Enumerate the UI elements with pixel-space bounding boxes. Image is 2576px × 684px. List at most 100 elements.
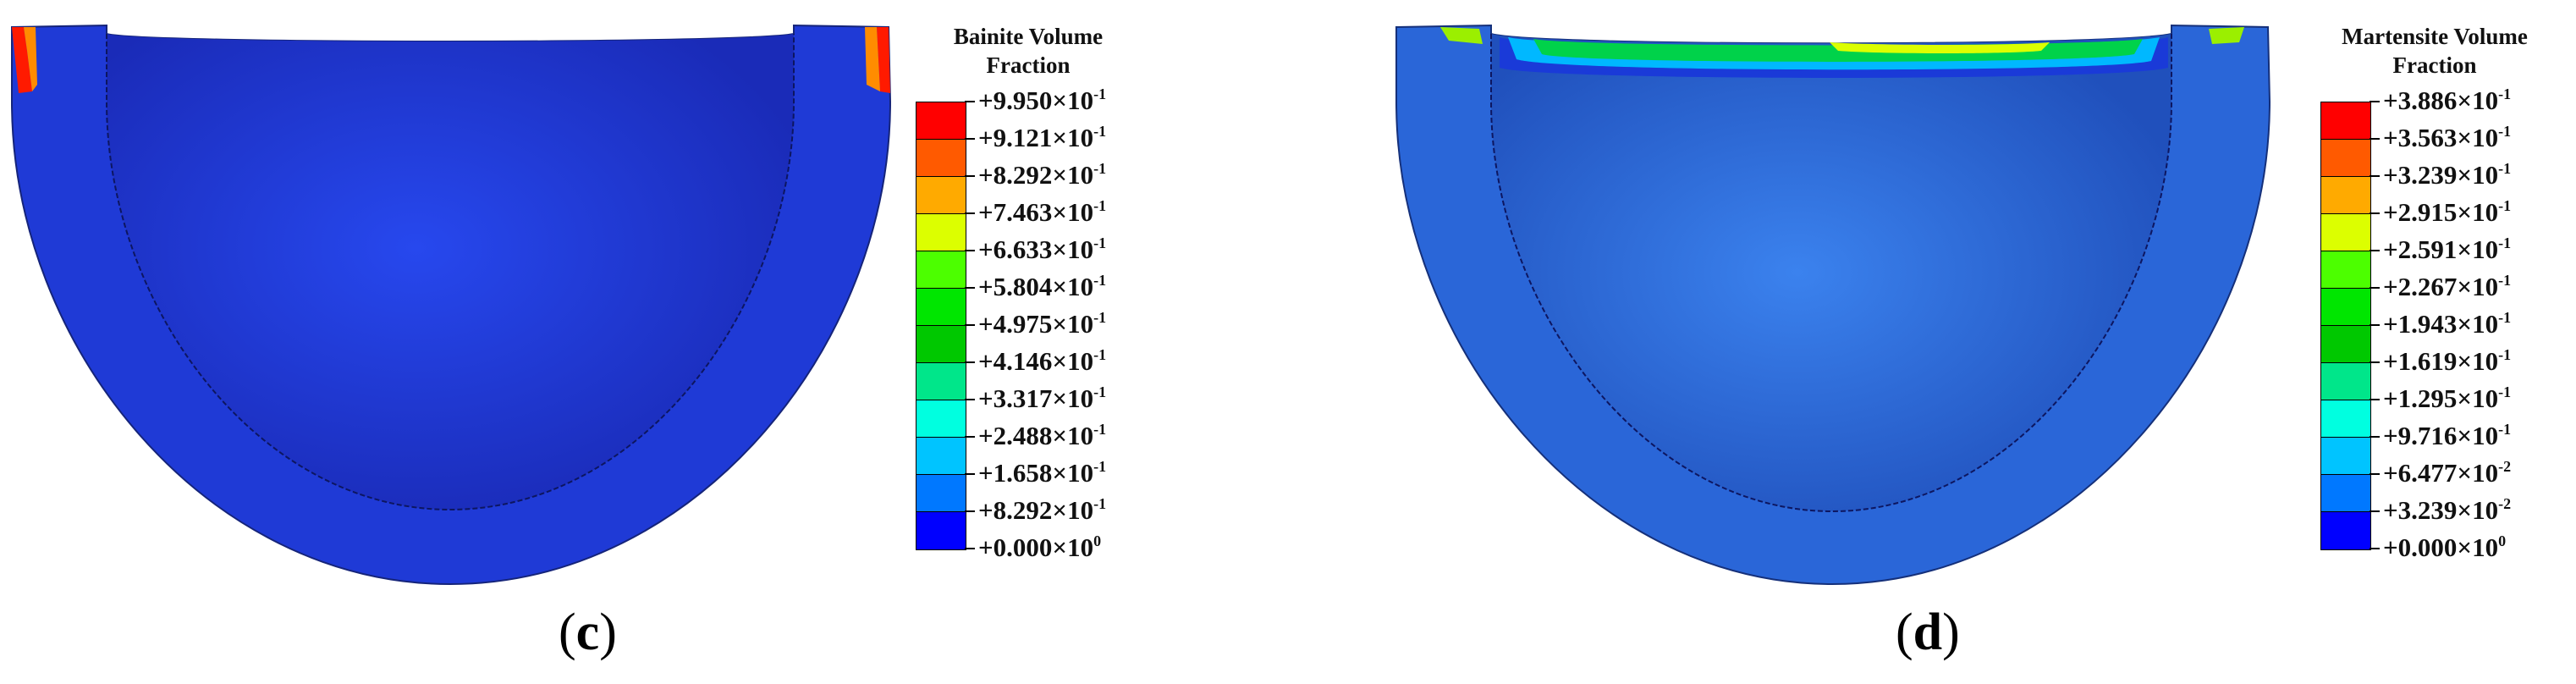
panel-caption: (c) [559, 604, 617, 661]
bowl-inner-surface [1491, 34, 2171, 511]
bowl-left-hotspot [12, 27, 32, 93]
legend-color-bar [916, 102, 966, 550]
legend-tick [2370, 361, 2380, 363]
legend-label: +6.477×10-2 [2383, 458, 2512, 488]
legend-swatch [916, 214, 966, 251]
legend-title: Bainite Volume Fraction [931, 22, 1126, 80]
legend-swatch [2321, 289, 2370, 326]
legend-title-line1: Martensite Volume [2342, 24, 2528, 49]
legend-label: +8.292×10-1 [978, 160, 1107, 190]
legend-swatch [916, 363, 966, 400]
legend-swatch [916, 512, 966, 549]
legend-swatch [916, 177, 966, 214]
legend-tick [965, 399, 975, 400]
legend-label: +6.633×10-1 [978, 234, 1107, 264]
bowl-right-hotspot-ring [865, 27, 880, 91]
bowl-inner-surface [107, 34, 794, 510]
legend-tick [2370, 250, 2380, 251]
legend-swatch [2321, 177, 2370, 214]
legend-swatch [2321, 400, 2370, 438]
legend-label: +2.488×10-1 [978, 421, 1107, 450]
legend-label: +3.239×10-2 [2383, 495, 2512, 525]
legend-swatch [916, 438, 966, 475]
panel-c-bainite: Bainite Volume Fraction +9.950×10-1 +9.12… [11, 22, 1126, 661]
panel-caption: (d) [1896, 604, 1960, 661]
legend-label: +3.317×10-1 [978, 383, 1107, 413]
legend-tick [2370, 138, 2380, 140]
legend-label: +9.121×10-1 [978, 123, 1107, 152]
legend-tick [965, 212, 975, 214]
legend-swatch [2321, 140, 2370, 177]
bowl-right-hotspot [877, 27, 890, 93]
legend-label: +7.463×10-1 [978, 197, 1107, 227]
legend-tick [965, 287, 975, 289]
legend-tick [2370, 212, 2380, 214]
legend-swatch [916, 326, 966, 363]
legend-label: +3.239×10-1 [2383, 160, 2512, 190]
legend-tick [2370, 175, 2380, 177]
bowl-left-hotspot-ring [24, 27, 37, 91]
legend-tick [2370, 548, 2380, 549]
caption-letter: d [1913, 604, 1943, 661]
legend-label: +4.146×10-1 [978, 346, 1107, 376]
legend-swatch [916, 140, 966, 177]
legend-swatch [916, 102, 966, 140]
legend-swatch [2321, 475, 2370, 512]
legend-label: +0.000×100 [2383, 532, 2507, 562]
legend-label: +1.619×10-1 [2383, 346, 2512, 376]
legend-tick [2370, 510, 2380, 512]
legend-tick [2370, 324, 2380, 326]
legend-color-bar [2320, 102, 2371, 550]
legend-tick [965, 324, 975, 326]
legend-tick [965, 250, 975, 251]
legend-label: +3.886×10-1 [2383, 86, 2512, 115]
legend-tick [2370, 399, 2380, 400]
legend-tick [965, 548, 975, 549]
legend-tick [965, 138, 975, 140]
legend-title-line1: Bainite Volume [953, 24, 1104, 49]
legend-label: +9.950×10-1 [978, 86, 1107, 115]
bainite-contour-bowl [11, 24, 892, 586]
legend-tick [965, 436, 975, 438]
legend-swatch [916, 475, 966, 512]
legend-swatch [2321, 102, 2370, 140]
legend-swatch [2321, 363, 2370, 400]
legend-swatch [2321, 512, 2370, 549]
legend-title-line2: Fraction [2392, 52, 2477, 78]
legend-tick [2370, 101, 2380, 102]
rim-left-hotspot [1440, 27, 1483, 44]
legend-swatch [2321, 438, 2370, 475]
legend-swatch [916, 400, 966, 438]
legend-label: +3.563×10-1 [2383, 123, 2512, 152]
legend-label: +1.295×10-1 [2383, 383, 2512, 413]
legend-tick [965, 473, 975, 475]
legend-tick [2370, 473, 2380, 475]
legend-label: +2.267×10-1 [2383, 272, 2512, 301]
legend-tick [965, 361, 975, 363]
legend-swatch [916, 251, 966, 289]
legend-tick [965, 510, 975, 512]
legend-tick [965, 175, 975, 177]
legend-tick [965, 101, 975, 102]
martensite-contour-bowl [1395, 24, 2271, 586]
rim-right-hotspot [2209, 27, 2244, 44]
legend-label: +1.658×10-1 [978, 458, 1107, 488]
legend-label: +0.000×100 [978, 532, 1102, 562]
rim-band-yellow [1830, 42, 2050, 53]
legend-swatch [2321, 326, 2370, 363]
legend-label: +5.804×10-1 [978, 272, 1107, 301]
legend-swatch [2321, 251, 2370, 289]
legend-swatch [2321, 214, 2370, 251]
bowl-inner-rim-line [106, 34, 795, 511]
legend-label: +2.915×10-1 [2383, 197, 2512, 227]
legend-tick [2370, 287, 2380, 289]
legend-label: +1.943×10-1 [2383, 309, 2512, 339]
caption-letter: c [575, 604, 600, 661]
legend-label: +4.975×10-1 [978, 309, 1107, 339]
panel-d-martensite: Martensite Volume Fraction +3.886×10-1 +3… [1288, 0, 2576, 684]
legend-label: +9.716×10-1 [2383, 421, 2512, 450]
legend-label: +8.292×10-1 [978, 495, 1107, 525]
legend-title-line2: Fraction [986, 52, 1071, 78]
legend-swatch [916, 289, 966, 326]
legend-tick [2370, 436, 2380, 438]
